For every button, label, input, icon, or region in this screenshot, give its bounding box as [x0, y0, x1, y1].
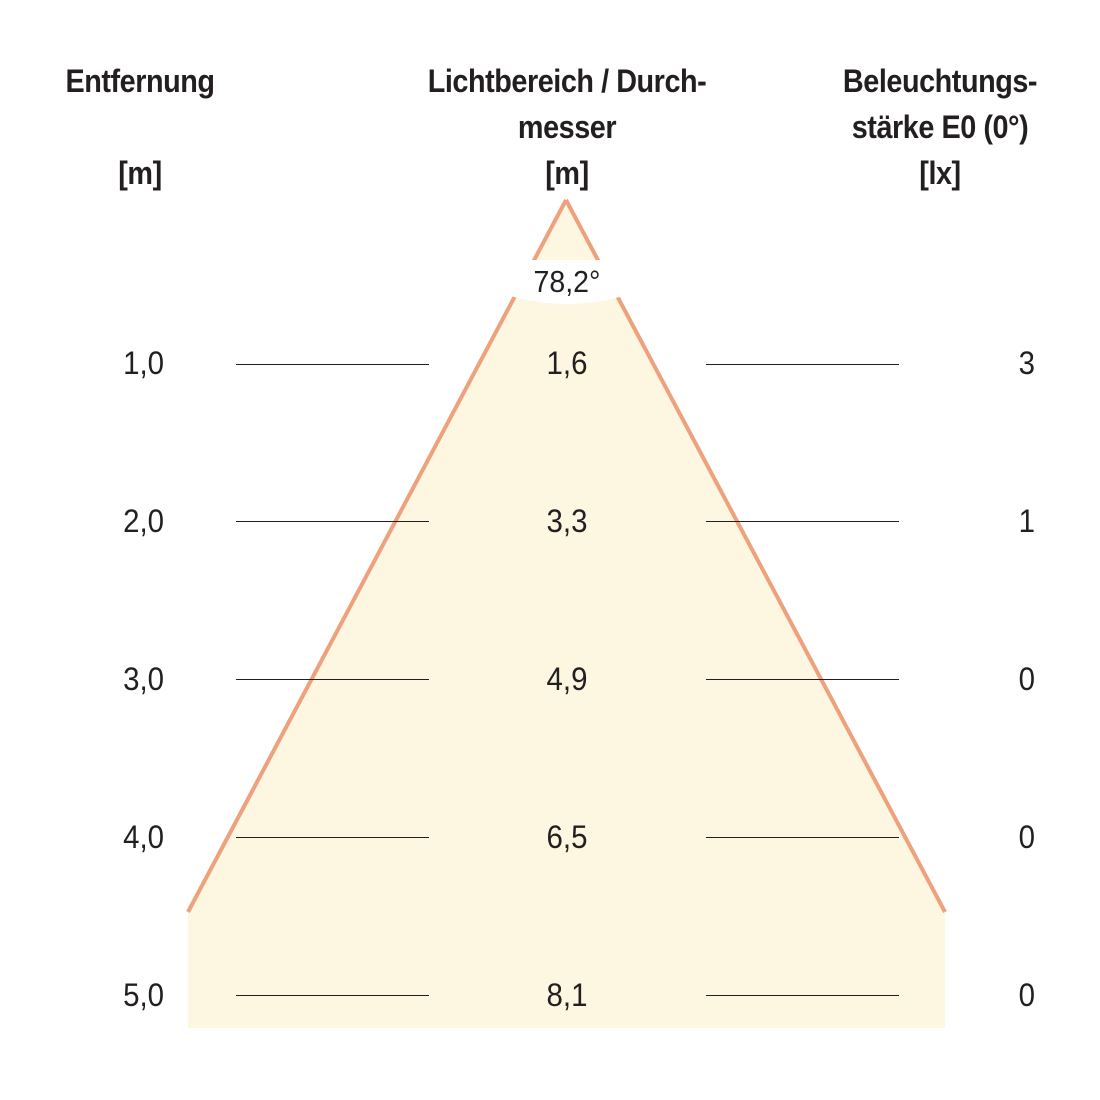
illuminance-header-title-line1: Beleuchtungs-	[842, 63, 1038, 99]
distance-header: Entfernung [m]	[50, 58, 230, 196]
distance-value: 4,0	[123, 819, 164, 855]
diameter-value: 6,5	[546, 819, 588, 855]
diameter-header-title-line1: Lichtbereich / Durch-	[427, 63, 707, 99]
row-rule-right	[706, 837, 899, 838]
diameter-value: 1,6	[546, 345, 588, 381]
row-rule-right	[706, 364, 899, 365]
diameter-header-unit: [m]	[545, 155, 589, 191]
distance-value: 2,0	[123, 503, 164, 539]
distance-value: 5,0	[123, 977, 164, 1013]
distance-value: 3,0	[123, 661, 164, 697]
row-rule-left	[236, 995, 429, 996]
distance-header-title: Entfernung	[65, 63, 215, 99]
light-cone-fill	[188, 200, 945, 1028]
row-rule-left	[236, 837, 429, 838]
row-rule-right	[706, 521, 899, 522]
angle-label-backdrop	[492, 260, 642, 304]
illuminance-header-unit: [lx]	[919, 155, 961, 191]
distance-value: 1,0	[123, 345, 164, 381]
diameter-header-title-line2: messer	[517, 109, 617, 145]
illuminance-header: Beleuchtungs- stärke E0 (0°) [lx]	[832, 58, 1048, 196]
beam-angle-label: 78,2°	[533, 264, 601, 299]
diameter-value: 3,3	[546, 503, 588, 539]
diameter-value: 8,1	[546, 977, 588, 1013]
row-rule-right	[706, 995, 899, 996]
distance-header-unit: [m]	[118, 155, 162, 191]
row-rule-left	[236, 679, 429, 680]
illuminance-value: 0	[1018, 819, 1035, 855]
illuminance-value: 3	[1018, 345, 1035, 381]
cone-edge-left	[186, 199, 568, 913]
diameter-value: 4,9	[546, 661, 588, 697]
diameter-header: Lichtbereich / Durch- messer [m]	[410, 58, 725, 196]
row-rule-right	[706, 679, 899, 680]
illuminance-value: 1	[1018, 503, 1035, 539]
cone-edge-right	[564, 199, 947, 913]
row-rule-left	[236, 521, 429, 522]
illuminance-value: 0	[1018, 977, 1035, 1013]
row-rule-left	[236, 364, 429, 365]
illuminance-header-title-line2: stärke E0 (0°)	[851, 109, 1029, 145]
illuminance-value: 0	[1018, 661, 1035, 697]
